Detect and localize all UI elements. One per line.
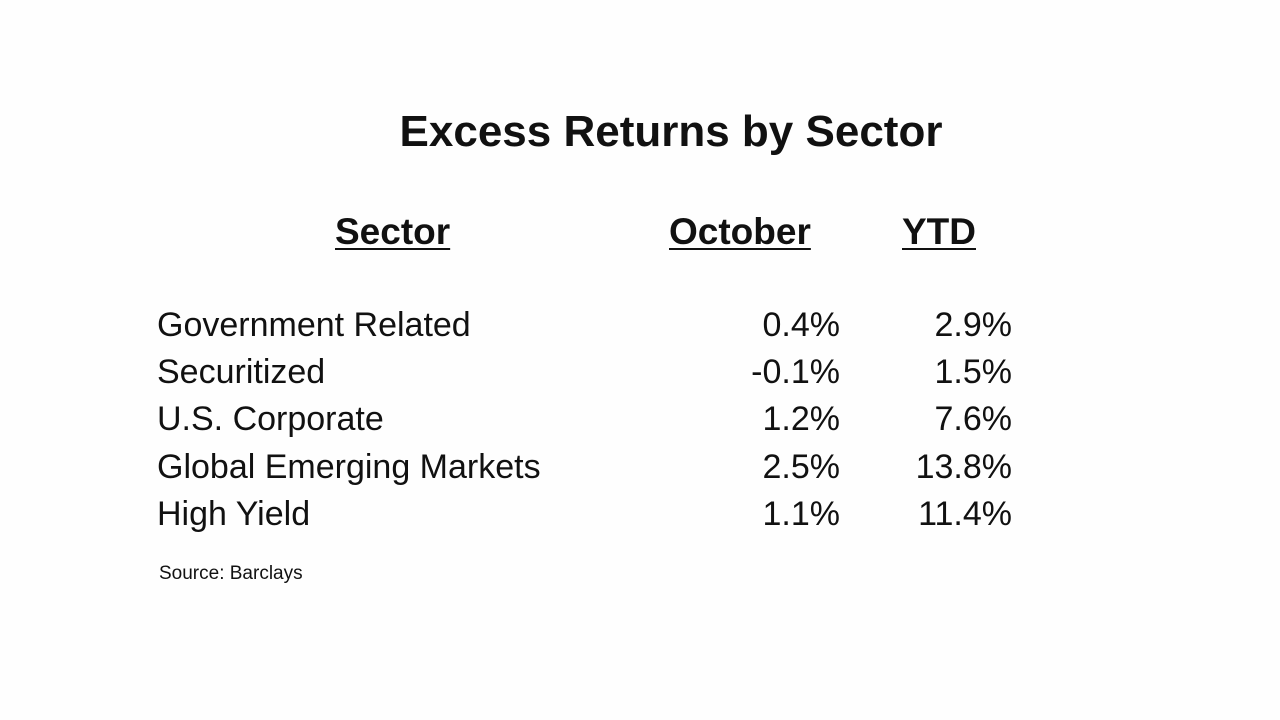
table-row: Securitized -0.1% 1.5% <box>0 349 1280 396</box>
ytd-cell: 7.6% <box>934 400 1013 439</box>
table-row: U.S. Corporate 1.2% 7.6% <box>0 396 1280 443</box>
ytd-cell: 13.8% <box>915 447 1012 486</box>
table-row: Global Emerging Markets 2.5% 13.8% <box>0 444 1280 491</box>
source-note: Source: Barclays <box>159 563 303 584</box>
ytd-cell: 1.5% <box>934 353 1013 392</box>
table-title: Excess Returns by Sector <box>399 107 943 156</box>
table-row: High Yield 1.1% 11.4% <box>0 491 1280 538</box>
october-cell: 1.1% <box>762 494 841 533</box>
october-cell: 2.5% <box>762 447 841 486</box>
sector-cell: U.S. Corporate <box>157 400 384 439</box>
sector-cell: High Yield <box>157 494 311 533</box>
table-row: Government Related 0.4% 2.9% <box>0 302 1280 349</box>
ytd-cell: 11.4% <box>918 494 1012 533</box>
october-cell: 1.2% <box>762 400 841 439</box>
october-cell: -0.1% <box>751 353 840 392</box>
table-body: Government Related 0.4% 2.9% Securitized… <box>0 302 1280 538</box>
column-header-october: October <box>669 211 811 252</box>
sector-cell: Securitized <box>157 353 326 392</box>
october-cell: 0.4% <box>762 306 841 344</box>
sector-cell: Government Related <box>157 306 471 344</box>
column-header-sector: Sector <box>335 211 451 252</box>
ytd-cell: 2.9% <box>934 306 1013 344</box>
sector-cell: Global Emerging Markets <box>157 447 541 486</box>
column-header-ytd: YTD <box>902 211 976 252</box>
